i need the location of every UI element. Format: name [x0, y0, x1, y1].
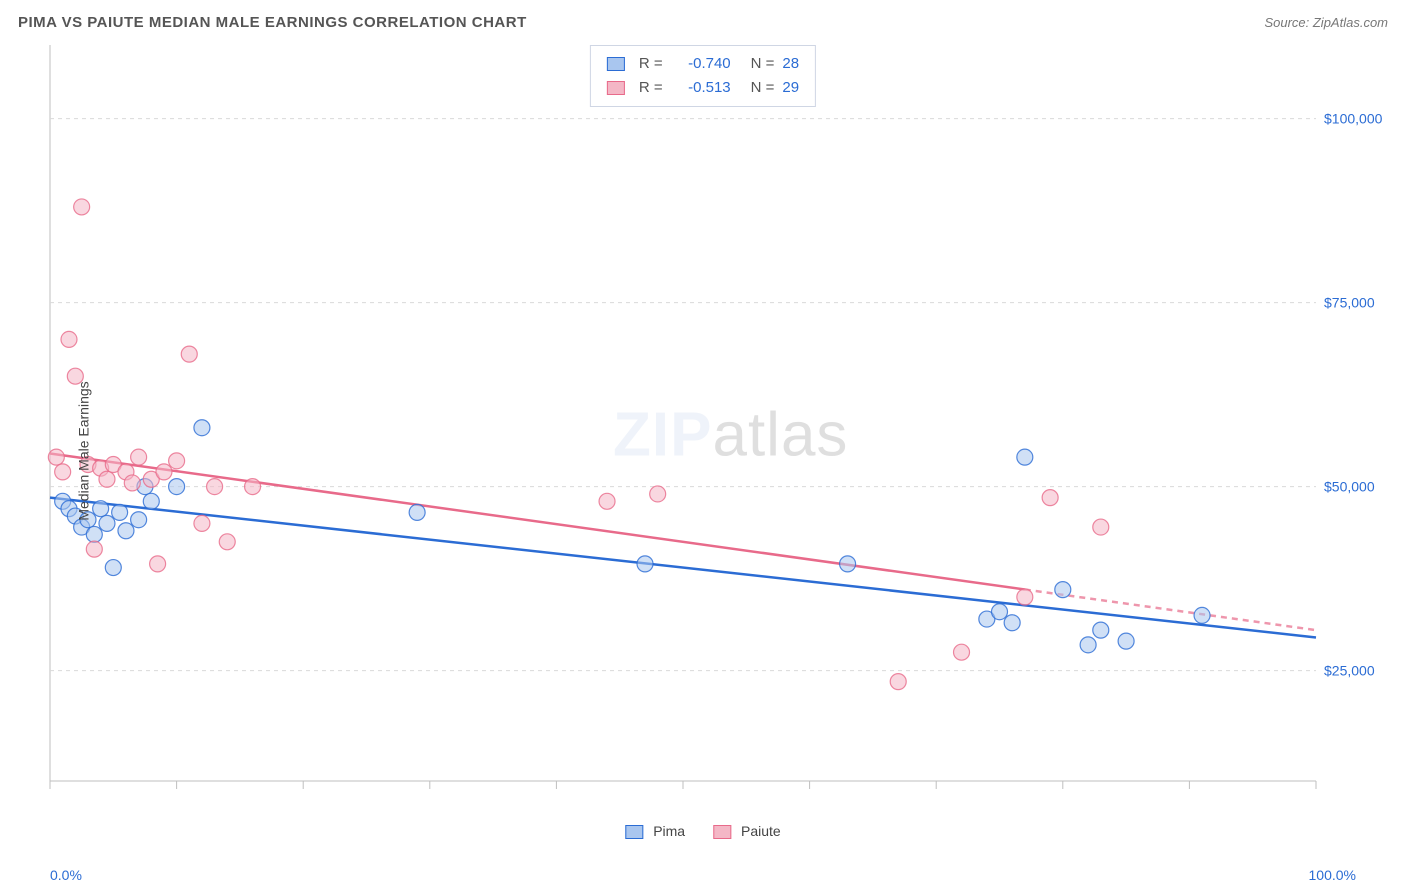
svg-text:$50,000: $50,000 — [1324, 479, 1375, 495]
source-label: Source: ZipAtlas.com — [1264, 15, 1388, 30]
legend-row-pima: R =-0.740 N =28 — [607, 52, 799, 76]
legend-item-paiute: Paiute — [713, 823, 781, 839]
series-legend: Pima Paiute — [625, 823, 780, 839]
svg-text:$25,000: $25,000 — [1324, 663, 1375, 679]
svg-text:$100,000: $100,000 — [1324, 111, 1383, 127]
y-axis-label: Median Male Earnings — [76, 381, 92, 520]
x-min-label: 0.0% — [50, 867, 82, 883]
legend-row-paiute: R =-0.513 N =29 — [607, 76, 799, 100]
scatter-plot: $25,000 $50,000 $75,000 $100,000 — [10, 41, 1396, 831]
chart-title: PIMA VS PAIUTE MEDIAN MALE EARNINGS CORR… — [18, 14, 527, 31]
swatch-paiute-icon — [607, 81, 625, 95]
swatch-pima-icon — [625, 825, 643, 839]
legend-item-pima: Pima — [625, 823, 685, 839]
swatch-paiute-icon — [713, 825, 731, 839]
correlation-legend: R =-0.740 N =28 R =-0.513 N =29 — [590, 45, 816, 107]
x-max-label: 100.0% — [1309, 867, 1356, 883]
svg-text:$75,000: $75,000 — [1324, 295, 1375, 311]
swatch-pima-icon — [607, 57, 625, 71]
